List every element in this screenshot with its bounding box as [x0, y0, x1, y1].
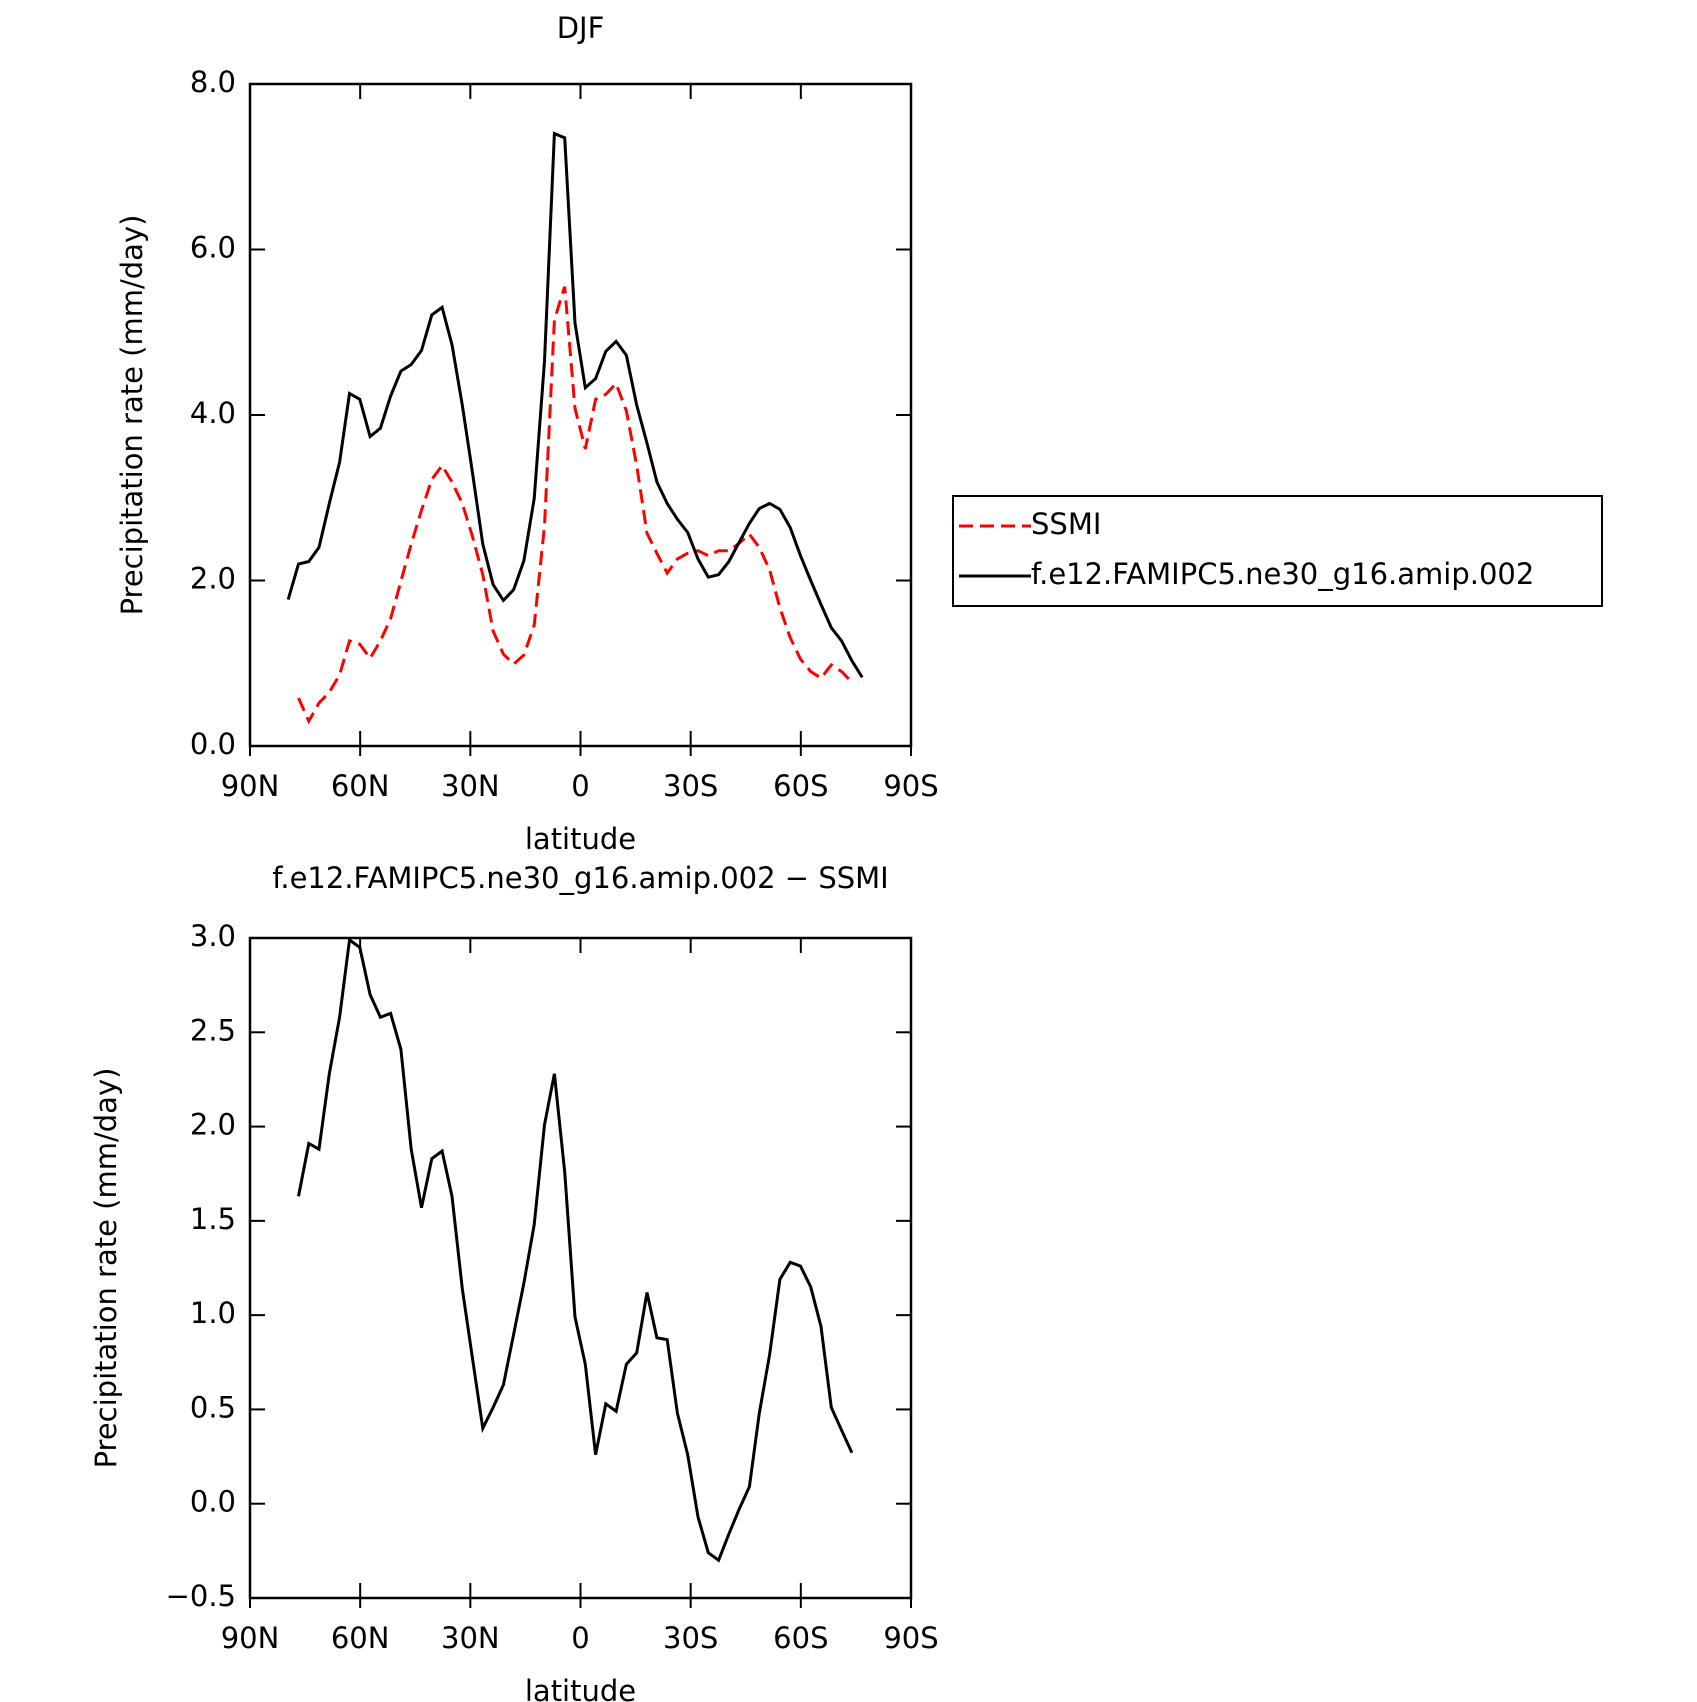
y-tick-label: 8.0 [190, 65, 236, 99]
chart-title: DJF [557, 11, 605, 45]
y-tick-label: 2.5 [190, 1013, 236, 1047]
x-tick-label: 30N [441, 1621, 500, 1655]
y-tick-label: 1.5 [190, 1202, 236, 1236]
plot-frame [248, 936, 913, 1600]
x-tick-label: 30S [663, 769, 718, 803]
y-tick-label: 3.0 [190, 919, 236, 953]
plot-frame [248, 82, 913, 748]
y-axis-label: Precipitation rate (mm/day) [115, 215, 149, 616]
x-tick-label: 0 [571, 769, 589, 803]
x-tick-label: 60S [773, 1621, 828, 1655]
y-axis-label: Precipitation rate (mm/day) [89, 1068, 123, 1469]
x-tick-label: 90N [221, 769, 280, 803]
y-tick-label: 6.0 [190, 231, 236, 265]
x-tick-label: 60N [331, 1621, 390, 1655]
y-tick-label: 0.0 [190, 1485, 236, 1519]
legend-label: f.e12.FAMIPC5.ne30_g16.amip.002 [1031, 557, 1534, 591]
y-tick-label: 2.0 [190, 562, 236, 596]
x-tick-label: 60N [331, 769, 390, 803]
y-tick-label: 4.0 [190, 396, 236, 430]
x-tick-label: 0 [571, 1621, 589, 1655]
x-tick-label: 90S [883, 769, 938, 803]
series-line [297, 937, 854, 1563]
y-tick-label: −0.5 [166, 1579, 236, 1613]
x-tick-label: 60S [773, 769, 828, 803]
x-axis-label: latitude [525, 822, 636, 856]
chart-title: f.e12.FAMIPC5.ne30_g16.amip.002 − SSMI [272, 861, 888, 895]
x-tick-label: 30N [441, 769, 500, 803]
y-tick-label: 1.0 [190, 1296, 236, 1330]
series-line [297, 286, 853, 725]
y-tick-label: 0.5 [190, 1390, 236, 1424]
y-tick-label: 0.0 [190, 727, 236, 761]
x-tick-label: 30S [663, 1621, 718, 1655]
legend-box [952, 495, 1603, 607]
chart-panel: DJF 0.0 2.0 4.0 6.0 8.0 90N 60N 30N 0 30S 60S 90S lat… [115, 11, 1603, 856]
x-tick-label: 90N [221, 1621, 280, 1655]
y-tick-label: 2.0 [190, 1108, 236, 1142]
series-line [286, 131, 864, 679]
legend: SSMI f.e12.FAMIPC5.ne30_g16.amip.002 [952, 495, 1603, 607]
x-tick-label: 90S [883, 1621, 938, 1655]
x-axis-label: latitude [525, 1674, 636, 1702]
chart-panel: f.e12.FAMIPC5.ne30_g16.amip.002 − SSMI −0… [89, 861, 939, 1702]
legend-label: SSMI [1031, 507, 1101, 541]
